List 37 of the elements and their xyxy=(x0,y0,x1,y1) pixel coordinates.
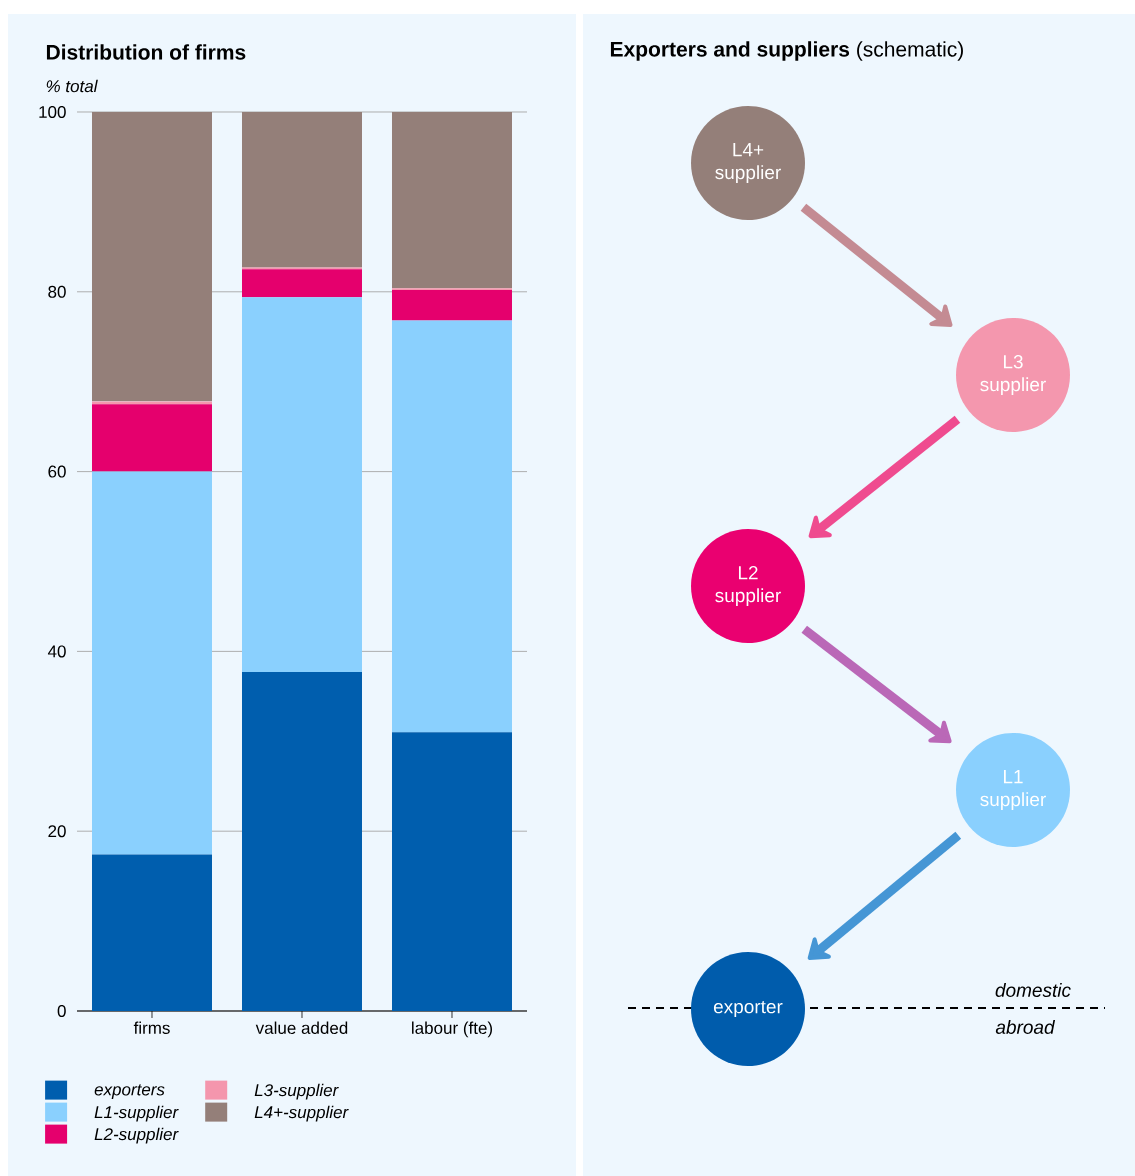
text: exporter xyxy=(713,1000,783,1018)
y-tick-label: 80 xyxy=(48,285,66,298)
y-tick-label: 20 xyxy=(48,825,66,838)
legend-label: exporters xyxy=(94,1084,165,1099)
bar xyxy=(242,672,362,1011)
text: L2 supplier xyxy=(715,565,781,606)
text: L4+ supplier xyxy=(715,143,781,183)
y-axis-title: % total xyxy=(46,79,98,93)
text: abroad xyxy=(995,1020,1056,1034)
bar xyxy=(392,320,512,733)
bar xyxy=(92,112,212,402)
y-tick-label: 0 xyxy=(57,1004,66,1018)
bar xyxy=(92,854,212,1011)
bar xyxy=(242,112,362,268)
text: domestic xyxy=(995,983,1071,997)
legend-label: L2-supplier xyxy=(94,1127,179,1144)
bar xyxy=(242,269,362,298)
text: L1 supplier xyxy=(980,770,1046,810)
legend-label: L1-supplier xyxy=(94,1105,179,1122)
bar xyxy=(392,290,512,321)
text: L3 supplier xyxy=(980,354,1046,395)
bar xyxy=(392,732,512,1011)
bar xyxy=(242,297,362,673)
legend-label: L4+-supplier xyxy=(254,1105,349,1122)
bar xyxy=(392,112,512,289)
bar xyxy=(92,404,212,472)
bar xyxy=(92,471,212,855)
bar xyxy=(92,401,212,405)
y-tick-label: 40 xyxy=(47,645,66,658)
y-tick-label: 100 xyxy=(39,105,66,119)
legend-label: L3-supplier xyxy=(254,1083,339,1100)
chart-title: Distribution of firms xyxy=(46,44,246,60)
text: Exporters and suppliers (schematic) xyxy=(610,41,963,61)
x-tick-label: labour (fte) xyxy=(412,1021,493,1038)
x-tick-label: value added xyxy=(255,1021,348,1035)
x-tick-label: firms xyxy=(133,1021,170,1035)
y-tick-label: 60 xyxy=(48,465,66,478)
